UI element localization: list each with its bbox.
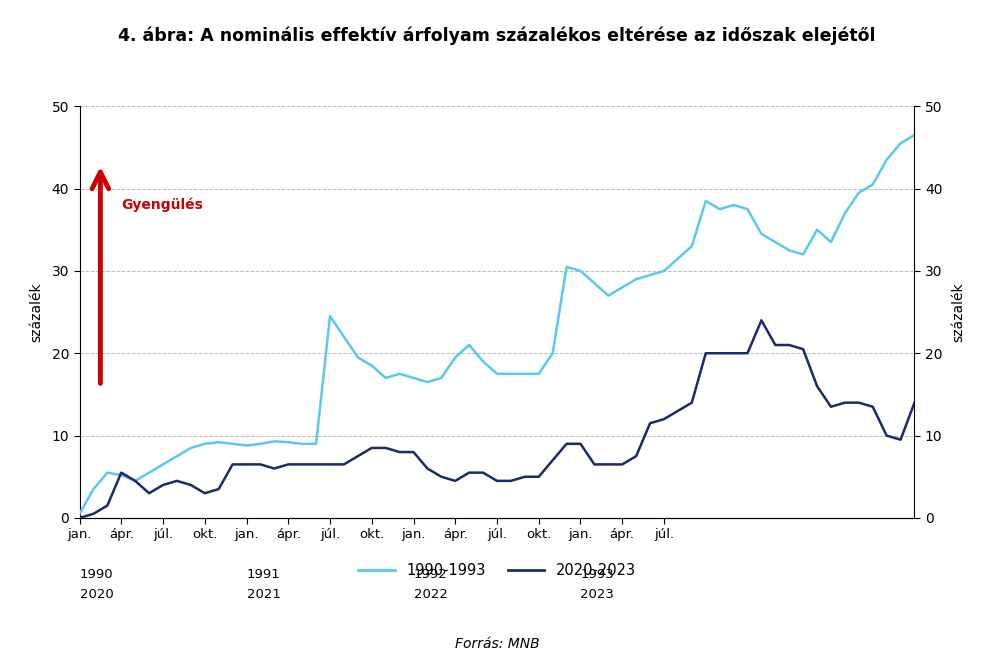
Text: 1990: 1990: [80, 568, 113, 581]
Legend: 1990-1993, 2020-2023: 1990-1993, 2020-2023: [352, 557, 642, 584]
Text: 2023: 2023: [580, 588, 614, 601]
Text: 4. ábra: A nominális effektív árfolyam százalékos eltérése az időszak elejétől: 4. ábra: A nominális effektív árfolyam s…: [118, 27, 876, 45]
Y-axis label: százalék: százalék: [951, 282, 965, 342]
Text: Gyengülés: Gyengülés: [121, 198, 203, 212]
Text: 2020: 2020: [80, 588, 113, 601]
Text: 1991: 1991: [247, 568, 280, 581]
Text: 1993: 1993: [580, 568, 614, 581]
Text: 2022: 2022: [414, 588, 447, 601]
Text: Forrás: MNB: Forrás: MNB: [454, 637, 540, 651]
Y-axis label: százalék: százalék: [29, 282, 43, 342]
Text: 2021: 2021: [247, 588, 280, 601]
Text: 1992: 1992: [414, 568, 447, 581]
